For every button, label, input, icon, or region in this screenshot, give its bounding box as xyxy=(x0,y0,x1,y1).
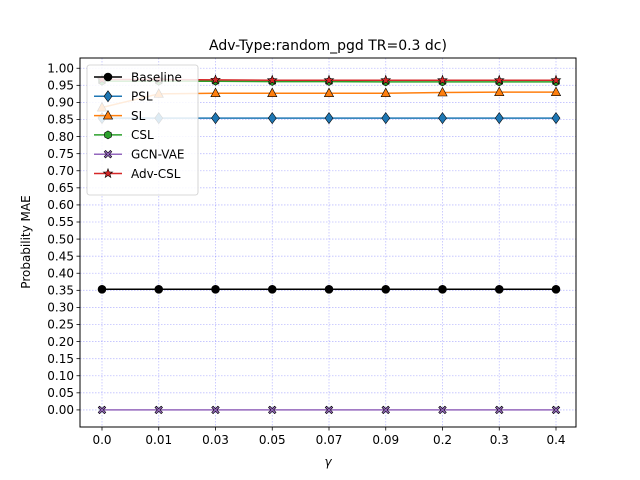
legend-label: CSL xyxy=(131,128,154,142)
data-point xyxy=(267,87,278,97)
data-point xyxy=(323,87,335,97)
y-tick-label: 0.05 xyxy=(47,386,74,400)
y-tick-label: 0.70 xyxy=(47,164,74,178)
y-tick-label: 0.60 xyxy=(47,198,74,212)
data-point xyxy=(268,405,277,415)
data-point xyxy=(97,405,107,415)
x-tick-label: 0.3 xyxy=(490,433,509,447)
legend-item: PSL xyxy=(94,90,153,104)
x-tick-label: 0.07 xyxy=(316,433,343,447)
chart-title: Adv-Type:random_pgd TR=0.3 dc) xyxy=(209,38,447,54)
data-point xyxy=(495,405,504,415)
data-point xyxy=(324,285,334,294)
data-point xyxy=(154,285,164,294)
data-point xyxy=(381,112,391,125)
data-point xyxy=(381,285,391,294)
y-tick-label: 0.65 xyxy=(47,181,74,195)
x-tick-label: 0.0 xyxy=(92,433,111,447)
legend-marker xyxy=(103,90,113,103)
y-tick-label: 0.90 xyxy=(47,96,74,110)
data-point xyxy=(550,74,562,85)
y-tick-label: 0.85 xyxy=(47,113,74,127)
legend-marker xyxy=(102,109,114,120)
y-tick-label: 0.35 xyxy=(47,284,74,298)
legend-item: Adv-CSL xyxy=(94,167,181,181)
data-point xyxy=(381,405,390,415)
data-point xyxy=(211,285,220,294)
legend-marker xyxy=(102,167,114,179)
y-axis: 0.00 0.05 0.10 0.15 0.20 0.25 0.30 0.35 0.40 0.45… xyxy=(47,61,80,417)
x-tick-label: 0.4 xyxy=(546,433,565,447)
y-tick-label: 0.75 xyxy=(47,147,74,161)
data-point xyxy=(211,112,220,125)
data-point xyxy=(494,112,504,125)
y-tick-label: 0.25 xyxy=(47,318,74,332)
data-point xyxy=(267,112,277,125)
y-tick-label: 0.00 xyxy=(47,403,74,417)
legend-item: SL xyxy=(94,109,146,123)
data-point xyxy=(438,405,447,415)
data-point xyxy=(437,74,448,85)
y-tick-label: 0.50 xyxy=(47,232,74,246)
series-baseline xyxy=(97,285,561,294)
y-tick-label: 0.10 xyxy=(47,369,74,383)
x-axis: 0.0 0.01 0.03 0.05 0.07 0.09 0.2 0.3 0.4 xyxy=(92,427,566,447)
legend-label: Adv-CSL xyxy=(131,167,181,181)
y-tick-label: 0.45 xyxy=(47,249,74,263)
legend-label: SL xyxy=(131,109,146,123)
data-point xyxy=(154,405,163,415)
data-point xyxy=(438,285,447,294)
data-point xyxy=(494,285,504,294)
x-tick-label: 0.2 xyxy=(433,433,452,447)
legend-label: PSL xyxy=(131,90,153,104)
legend-item: GCN-VAE xyxy=(94,148,185,162)
y-tick-label: 0.95 xyxy=(47,79,74,93)
y-tick-label: 0.15 xyxy=(47,352,74,366)
x-tick-label: 0.03 xyxy=(202,433,229,447)
data-point xyxy=(267,285,277,294)
data-point xyxy=(551,405,561,415)
y-tick-label: 0.40 xyxy=(47,266,74,280)
legend-item: Baseline xyxy=(94,70,182,84)
data-point xyxy=(380,87,391,97)
data-point xyxy=(550,86,562,96)
legend-marker xyxy=(104,130,112,140)
data-point xyxy=(210,87,221,97)
data-point xyxy=(211,405,220,415)
y-tick-label: 0.80 xyxy=(47,130,74,144)
legend-label: Baseline xyxy=(131,70,182,84)
x-axis-label: γ xyxy=(324,455,332,469)
data-point xyxy=(380,74,392,85)
y-tick-label: 1.00 xyxy=(47,61,74,75)
series-gcn-vae xyxy=(97,405,561,415)
y-tick-label: 0.30 xyxy=(47,301,74,315)
data-point xyxy=(551,112,561,125)
legend: Baseline PSL SL CSL GCN-VAE Adv-CSL xyxy=(86,64,199,196)
legend-box xyxy=(86,64,199,196)
y-tick-label: 0.20 xyxy=(47,335,74,349)
x-tick-label: 0.05 xyxy=(259,433,286,447)
y-tick-label: 0.55 xyxy=(47,215,74,229)
x-tick-label: 0.09 xyxy=(372,433,399,447)
legend-label: GCN-VAE xyxy=(131,148,185,162)
legend-item: CSL xyxy=(94,128,154,142)
data-point xyxy=(323,74,335,85)
data-point xyxy=(97,285,107,294)
data-point xyxy=(266,74,278,85)
data-point xyxy=(493,74,505,85)
y-axis-label: Probability MAE xyxy=(19,195,33,288)
legend-marker xyxy=(103,72,113,82)
data-point xyxy=(437,86,448,97)
plot-frame xyxy=(79,57,577,428)
data-point xyxy=(210,74,221,85)
data-point xyxy=(324,405,334,415)
data-point xyxy=(551,285,561,294)
legend-marker xyxy=(103,149,113,159)
data-point xyxy=(438,112,447,125)
data-point xyxy=(494,86,505,96)
x-tick-label: 0.01 xyxy=(145,433,172,447)
data-point xyxy=(324,112,334,125)
